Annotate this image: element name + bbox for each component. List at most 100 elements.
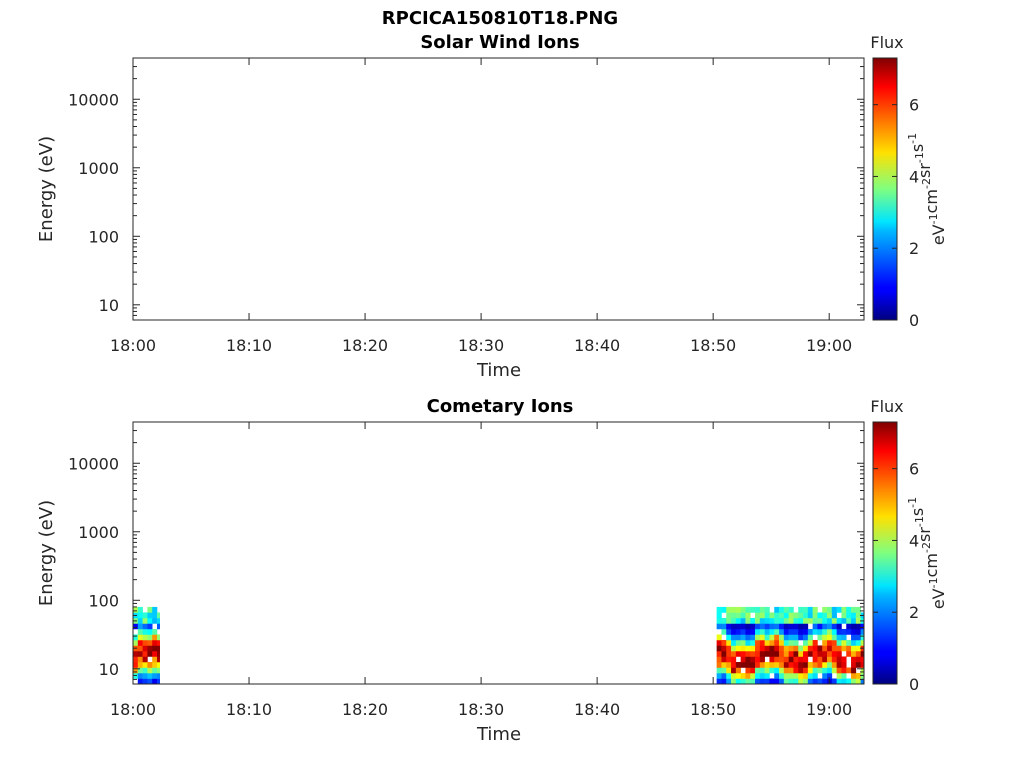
heatmap-cell [755,650,761,657]
x-axis-label: Time [476,360,521,381]
heatmap-cell [822,617,828,624]
heatmap-cell [731,628,737,635]
heatmap-cell [774,628,780,635]
heatmap-cell [147,661,153,668]
heatmap-cell [841,672,847,679]
heatmap-cell [803,650,809,657]
heatmap-cell [769,661,775,668]
heatmap-cell [822,628,828,635]
heatmap-cell [812,645,818,652]
heatmap-cell [812,656,818,663]
heatmap-cell [774,667,780,674]
heatmap-cell [152,634,158,641]
heatmap-block [133,606,160,685]
heatmap-cell [817,650,823,657]
heatmap-cell [769,645,775,652]
heatmap-cell [846,639,852,646]
heatmap-cell [740,634,746,641]
heatmap-cell [726,650,732,657]
heatmap-cell [783,634,789,641]
heatmap-cell [726,678,732,685]
heatmap-cell [851,678,857,685]
heatmap-cell [157,656,160,663]
heatmap-cell [807,639,813,646]
heatmap-cell [812,612,818,619]
heatmap-cell [740,606,746,613]
heatmap-cell [745,672,751,679]
heatmap-cell [836,645,842,652]
heatmap-cell [836,628,842,635]
heatmap-cell [788,639,794,646]
heatmap-cell [721,661,727,668]
heatmap-cell [142,672,148,679]
heatmap-cell [755,612,761,619]
heatmap-cell [827,639,833,646]
heatmap-cell [726,667,732,674]
heatmap-cell [803,656,809,663]
heatmap-cell [803,617,809,624]
x-tick-label: 18:30 [458,700,504,719]
heatmap-cell [851,617,857,624]
colorbar-tick-label: 6 [909,460,919,479]
heatmap-cell [798,634,804,641]
heatmap-cell [803,678,809,685]
heatmap-cell [157,678,160,685]
heatmap-cell [726,672,732,679]
heatmap-cell [807,672,813,679]
heatmap-cell [822,678,828,685]
heatmap-cell [755,661,761,668]
y-tick-label: 10000 [68,90,119,109]
heatmap-cell [764,606,770,613]
heatmap-cell [831,623,837,630]
heatmap-cell [860,678,865,685]
heatmap-area [133,606,865,685]
heatmap-cell [731,678,737,685]
heatmap-cell [769,667,775,674]
heatmap-cell [798,650,804,657]
heatmap-cell [726,645,732,652]
heatmap-cell [750,661,756,668]
x-tick-label: 18:40 [574,336,620,355]
heatmap-cell [716,661,722,668]
heatmap-cell [755,617,761,624]
heatmap-cell [841,656,847,663]
heatmap-cell [721,650,727,657]
heatmap-cell [133,650,139,657]
heatmap-cell [803,634,809,641]
heatmap-cell [783,645,789,652]
heatmap-cell [721,639,727,646]
heatmap-cell [783,650,789,657]
colorbar-tick-label: 6 [909,96,919,115]
heatmap-cell [793,678,799,685]
heatmap-cell [152,612,158,619]
heatmap-cell [133,656,139,663]
heatmap-cell [157,612,160,619]
heatmap-cell [812,617,818,624]
heatmap-cell [846,645,852,652]
heatmap-cell [137,617,143,624]
colorbar-title: Flux [870,397,903,416]
heatmap-cell [817,678,823,685]
heatmap-cell [831,656,837,663]
heatmap-cell [803,628,809,635]
heatmap-cell [745,656,751,663]
heatmap-cell [798,656,804,663]
heatmap-cell [793,667,799,674]
heatmap-cell [831,667,837,674]
heatmap-cell [152,617,158,624]
heatmap-cell [759,612,765,619]
heatmap-cell [152,678,158,685]
heatmap-cell [779,667,785,674]
panel-cometary-ions: Cometary Ions 18:00 18:10 18:20 18:30 18:40 1… [36,396,948,745]
heatmap-cell [764,667,770,674]
heatmap-cell [827,606,833,613]
heatmap-cell [798,645,804,652]
heatmap-cell [807,650,813,657]
heatmap-cell [716,623,722,630]
heatmap-cell [137,672,143,679]
heatmap-cell [157,634,160,641]
heatmap-cell [793,634,799,641]
heatmap-cell [716,672,722,679]
heatmap-cell [779,606,785,613]
heatmap-cell [774,645,780,652]
